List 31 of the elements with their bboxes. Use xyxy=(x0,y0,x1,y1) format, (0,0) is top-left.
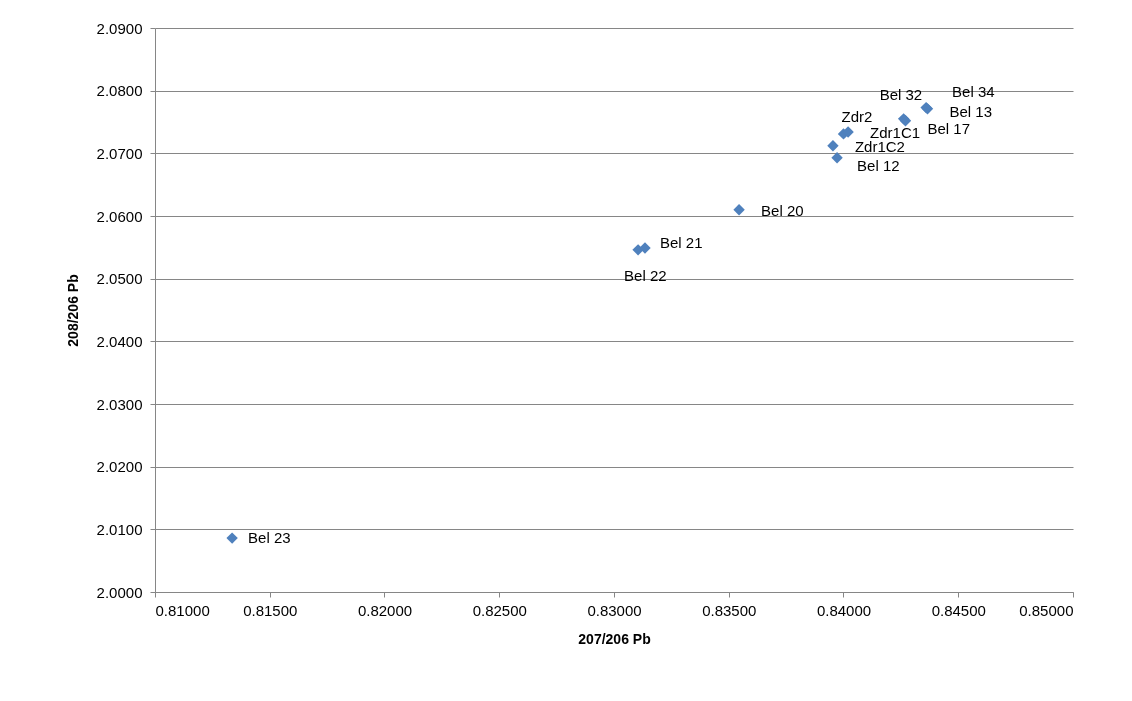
annotation: Bel 22 xyxy=(624,266,667,284)
annotation: Bel 17 xyxy=(927,119,971,137)
x-axis-title: 207/206 Pb xyxy=(578,630,651,647)
y-tick-label: 2.0800 xyxy=(96,82,143,100)
y-tick-label: 2.0000 xyxy=(96,583,143,601)
x-tick-label: 0.83500 xyxy=(702,601,757,619)
x-tick-label: 0.81500 xyxy=(243,601,298,619)
annotation: Bel 32 xyxy=(879,85,923,103)
y-tick-label: 2.0700 xyxy=(96,144,143,162)
y-tick-label: 2.0600 xyxy=(96,207,143,225)
x-tick-label: 0.82000 xyxy=(357,601,413,619)
annotation: Bel 21 xyxy=(659,233,703,251)
y-tick-label: 2.0100 xyxy=(96,520,143,538)
y-tick-label: 2.0300 xyxy=(96,395,143,413)
annotation: Bel 34 xyxy=(952,82,995,100)
y-tick-label: 2.0500 xyxy=(96,270,143,288)
y-tick-label: 2.0200 xyxy=(96,458,143,476)
annotation: Bel 23 xyxy=(248,529,291,547)
y-tick-label: 2.0400 xyxy=(96,332,143,350)
x-tick-label: 0.81000 xyxy=(155,601,210,619)
annotation: Bel 20 xyxy=(761,201,804,219)
x-tick-label: 0.84000 xyxy=(816,601,872,619)
x-tick-label: 0.85000 xyxy=(1019,601,1074,619)
x-tick-label: 0.83000 xyxy=(587,601,642,619)
annotation: Zdr2 xyxy=(841,107,873,125)
annotation: Bel 13 xyxy=(949,102,993,120)
annotation: Bel 12 xyxy=(857,156,900,174)
y-tick-label: 2.0900 xyxy=(96,19,143,37)
x-tick-label: 0.82500 xyxy=(472,601,527,619)
y-axis-title: 208/206 Pb xyxy=(64,274,81,347)
x-tick-label: 0.84500 xyxy=(931,601,986,619)
